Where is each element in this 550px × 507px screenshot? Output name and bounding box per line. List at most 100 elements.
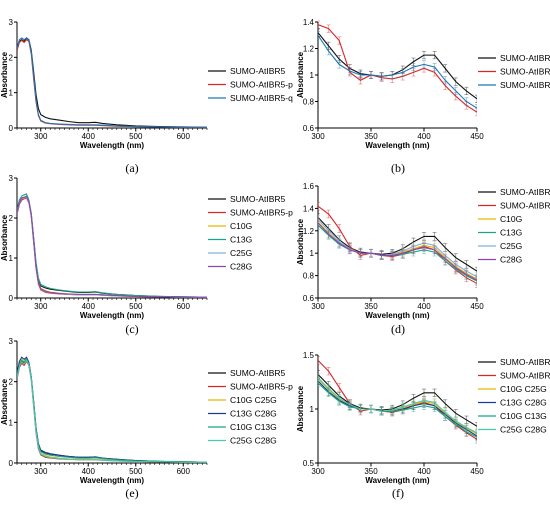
legend-entry-label: SUMO-AtIBR5-p — [230, 382, 293, 392]
panel-f: 0.5 1 1.5 300 350 400 450 Wavelength (nm) Absorb… — [296, 351, 550, 500]
legend-entry-label: SUMO-AtIBR5 — [500, 53, 550, 63]
y-axis-title: Absorbance — [0, 51, 9, 98]
series-line — [17, 360, 207, 463]
legend-entry-label: C10G C13G — [500, 411, 547, 421]
series-line — [318, 24, 477, 113]
series-line — [17, 357, 207, 463]
y-tick-label: 1 — [310, 249, 315, 258]
series-line — [17, 196, 207, 298]
x-tick-label: 500 — [129, 467, 143, 476]
series-0 — [17, 358, 207, 463]
series-line — [318, 382, 477, 438]
y-tick-label: 3 — [9, 18, 14, 27]
y-tick-label: 0 — [9, 124, 14, 133]
series-3 — [17, 193, 207, 298]
series-1 — [17, 197, 207, 298]
y-axis-title: Absorbance — [296, 51, 305, 98]
legend-entry-label: SUMO-AtIBR5-p — [500, 67, 550, 77]
legend-entry-label: SUMO-AtIBR5-p — [230, 80, 293, 90]
legend-entry-label: SUMO-AtIBR5-q — [230, 93, 293, 103]
legend-entry-label: SUMO-AtIBR5 — [230, 194, 286, 204]
y-axis-title: Absorbance — [0, 378, 9, 425]
y-tick-label: 0 — [9, 294, 14, 303]
y-axis-title: Absorbance — [296, 385, 305, 432]
y-tick-label: 2 — [9, 378, 14, 387]
legend-entry-label: SUMO-AtIBR5-p — [500, 201, 550, 211]
legend-entry-label: C10G C25G — [230, 395, 277, 405]
legend-entry-label: C13G C28G — [500, 398, 547, 408]
x-axis-title: Wavelength (nm) — [80, 476, 144, 485]
series-1 — [17, 38, 207, 128]
panel-e: 0 1 2 3 300 400 500 600 Wavelength (nm) Absorbanc… — [0, 337, 293, 500]
x-axis-title: Wavelength (nm) — [80, 311, 144, 320]
series-line — [17, 197, 207, 298]
y-tick-label: 3 — [9, 337, 14, 346]
legend-entry-label: C10G C25G — [500, 384, 547, 394]
x-tick-label: 300 — [311, 132, 325, 141]
legend-entry-label: C25G C28G — [230, 436, 277, 446]
panel-label: (e) — [125, 486, 138, 500]
x-tick-label: 300 — [34, 467, 48, 476]
y-tick-label: 1.2 — [303, 227, 315, 236]
series-2 — [318, 31, 477, 113]
y-tick-label: 0.6 — [303, 294, 315, 303]
x-tick-label: 300 — [311, 302, 325, 311]
series-line — [318, 222, 477, 281]
y-tick-label: 1 — [9, 89, 14, 98]
x-tick-label: 600 — [177, 302, 191, 311]
panel-d: 0.6 0.8 1 1.2 1.4 1.6 300 350 400 450 Wavelength (… — [296, 182, 550, 336]
y-axis-title: Absorbance — [0, 214, 9, 261]
panel-b: 0.6 0.8 1 1.2 1.4 300 350 400 450 Wavelength (nm)… — [296, 18, 550, 175]
y-tick-label: 1.5 — [303, 351, 315, 360]
legend-entry-label: SUMO-AtIBR5-p — [230, 208, 293, 218]
x-tick-label: 300 — [34, 302, 48, 311]
x-tick-label: 350 — [364, 132, 378, 141]
y-tick-label: 0 — [9, 459, 14, 468]
x-tick-label: 300 — [311, 467, 325, 476]
x-axis-title: Wavelength (nm) — [80, 141, 144, 150]
legend: SUMO-AtIBR5 SUMO-AtIBR5-p SUMO-AtIBR5-q — [208, 66, 293, 103]
y-tick-label: 1.4 — [303, 204, 315, 213]
x-tick-label: 400 — [82, 132, 96, 141]
y-tick-label: 1 — [310, 71, 315, 80]
legend-entry-label: C10G C13G — [230, 422, 277, 432]
legend-entry-label: C13G C28G — [230, 409, 277, 419]
legend-entry-label: C25G — [230, 248, 252, 258]
series-line — [17, 357, 207, 463]
x-tick-label: 500 — [129, 302, 143, 311]
legend-entry-label: SUMO-AtIBR5 — [500, 357, 550, 367]
x-tick-label: 450 — [470, 467, 484, 476]
series-line — [318, 216, 477, 272]
panel-label: (c) — [125, 322, 138, 336]
series-line — [318, 34, 477, 109]
series-0 — [17, 37, 207, 128]
panel-a: 0 1 2 3 300 400 500 600 Wavelength (nm) Absorbanc… — [0, 18, 293, 175]
x-tick-label: 400 — [417, 467, 431, 476]
series-2 — [17, 195, 207, 298]
x-tick-label: 400 — [82, 467, 96, 476]
legend-entry-label: SUMO-AtIBR5-p — [500, 371, 550, 381]
legend-entry-label: SUMO-AtIBR5-q — [500, 80, 550, 90]
x-tick-label: 400 — [417, 132, 431, 141]
legend-entry-label: SUMO-AtIBR5 — [230, 66, 286, 76]
x-tick-label: 350 — [364, 467, 378, 476]
series-line — [318, 219, 477, 278]
y-tick-label: 2 — [9, 214, 14, 223]
y-tick-label: 0.5 — [303, 459, 315, 468]
y-tick-label: 0.6 — [303, 124, 315, 133]
series-line — [17, 195, 207, 298]
x-tick-label: 450 — [470, 132, 484, 141]
series-1 — [17, 360, 207, 463]
series-4 — [17, 196, 207, 298]
series-3 — [17, 356, 207, 463]
x-tick-label: 500 — [129, 132, 143, 141]
x-tick-label: 400 — [82, 302, 96, 311]
x-tick-label: 350 — [364, 302, 378, 311]
legend: SUMO-AtIBR5 SUMO-AtIBR5-p SUMO-AtIBR5-q — [478, 53, 550, 90]
legend-entry-label: SUMO-AtIBR5 — [500, 187, 550, 197]
series-line — [17, 195, 207, 298]
y-tick-label: 0.8 — [303, 98, 315, 107]
series-5 — [318, 373, 477, 437]
series-5 — [17, 359, 207, 463]
